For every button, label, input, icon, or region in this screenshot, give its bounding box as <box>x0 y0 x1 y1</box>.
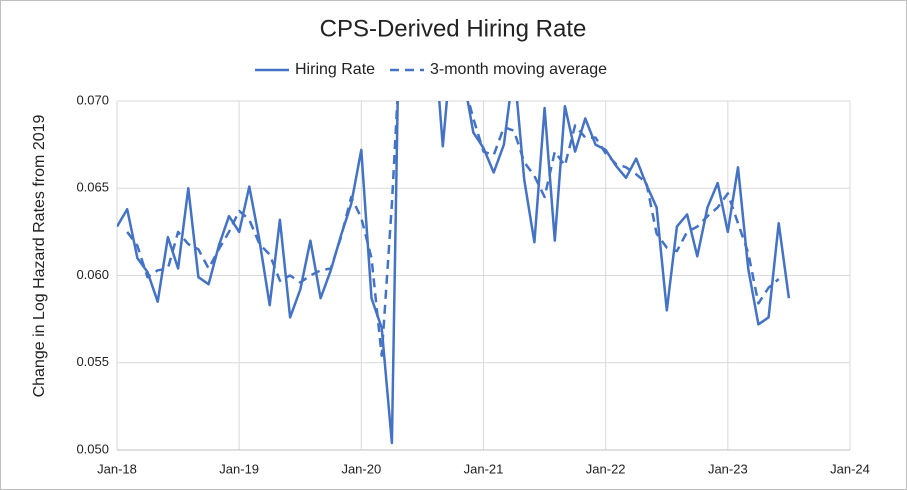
x-tick-label: Jan-23 <box>708 461 748 476</box>
x-tick-label: Jan-22 <box>586 461 626 476</box>
y-tick-label: 0.060 <box>76 267 109 282</box>
x-tick-label: Jan-20 <box>341 461 381 476</box>
y-tick-label: 0.050 <box>76 441 109 456</box>
series-line <box>117 101 791 445</box>
y-tick-label: 0.065 <box>76 180 109 195</box>
x-tick-label: Jan-18 <box>97 461 137 476</box>
y-tick-label: 0.055 <box>76 354 109 369</box>
series-line <box>126 101 780 358</box>
chart-title: CPS-Derived Hiring Rate <box>320 15 587 42</box>
x-tick-label: Jan-21 <box>464 461 504 476</box>
x-tick-label: Jan-24 <box>830 461 870 476</box>
y-axis-label: Change in Log Hazard Rates from 2019 <box>31 114 48 397</box>
legend-label: Hiring Rate <box>295 61 375 78</box>
legend-label: 3-month moving average <box>430 61 607 78</box>
legend: Hiring Rate 3-month moving average <box>255 61 607 78</box>
plot-area <box>117 101 791 445</box>
x-tick-label: Jan-19 <box>219 461 259 476</box>
y-tick-label: 0.070 <box>76 92 109 107</box>
